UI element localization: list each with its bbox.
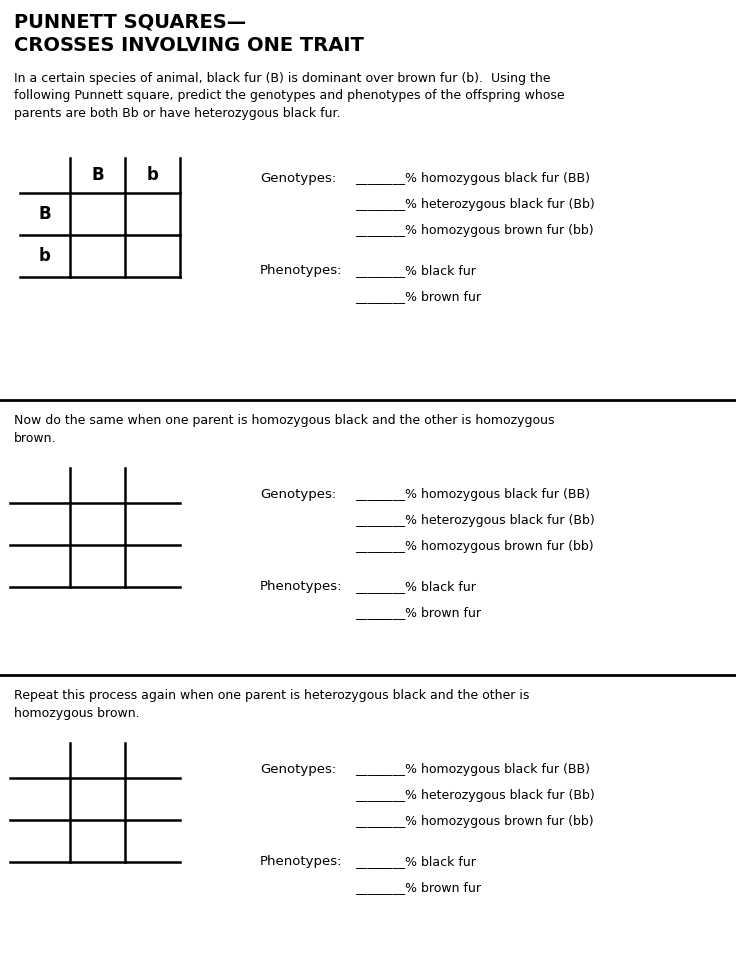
Text: ________% heterozygous black fur (Bb): ________% heterozygous black fur (Bb) bbox=[355, 789, 595, 802]
Text: B: B bbox=[39, 205, 52, 223]
Text: Phenotypes:: Phenotypes: bbox=[260, 580, 342, 593]
Text: Repeat this process again when one parent is heterozygous black and the other is: Repeat this process again when one paren… bbox=[14, 689, 529, 719]
Text: ________% black fur: ________% black fur bbox=[355, 855, 476, 868]
Text: b: b bbox=[146, 167, 158, 184]
Text: ________% homozygous brown fur (bb): ________% homozygous brown fur (bb) bbox=[355, 815, 594, 828]
Text: Phenotypes:: Phenotypes: bbox=[260, 264, 342, 277]
Text: Phenotypes:: Phenotypes: bbox=[260, 855, 342, 868]
Text: PUNNETT SQUARES—: PUNNETT SQUARES— bbox=[14, 12, 246, 31]
Text: Genotypes:: Genotypes: bbox=[260, 763, 336, 776]
Text: ________% homozygous brown fur (bb): ________% homozygous brown fur (bb) bbox=[355, 224, 594, 237]
Text: CROSSES INVOLVING ONE TRAIT: CROSSES INVOLVING ONE TRAIT bbox=[14, 36, 364, 55]
Text: ________% homozygous brown fur (bb): ________% homozygous brown fur (bb) bbox=[355, 540, 594, 553]
Text: ________% black fur: ________% black fur bbox=[355, 580, 476, 593]
Text: ________% black fur: ________% black fur bbox=[355, 264, 476, 277]
Text: ________% homozygous black fur (BB): ________% homozygous black fur (BB) bbox=[355, 488, 590, 501]
Text: ________% brown fur: ________% brown fur bbox=[355, 290, 481, 303]
Text: ________% homozygous black fur (BB): ________% homozygous black fur (BB) bbox=[355, 763, 590, 776]
Text: ________% heterozygous black fur (Bb): ________% heterozygous black fur (Bb) bbox=[355, 514, 595, 527]
Text: In a certain species of animal, black fur (B) is dominant over brown fur (b).  U: In a certain species of animal, black fu… bbox=[14, 72, 565, 120]
Text: ________% homozygous black fur (BB): ________% homozygous black fur (BB) bbox=[355, 172, 590, 185]
Text: Now do the same when one parent is homozygous black and the other is homozygous
: Now do the same when one parent is homoz… bbox=[14, 414, 554, 445]
Text: ________% brown fur: ________% brown fur bbox=[355, 606, 481, 619]
Text: b: b bbox=[39, 247, 51, 265]
Text: B: B bbox=[91, 167, 104, 184]
Text: Genotypes:: Genotypes: bbox=[260, 172, 336, 185]
Text: ________% heterozygous black fur (Bb): ________% heterozygous black fur (Bb) bbox=[355, 198, 595, 211]
Text: Genotypes:: Genotypes: bbox=[260, 488, 336, 501]
Text: ________% brown fur: ________% brown fur bbox=[355, 881, 481, 894]
